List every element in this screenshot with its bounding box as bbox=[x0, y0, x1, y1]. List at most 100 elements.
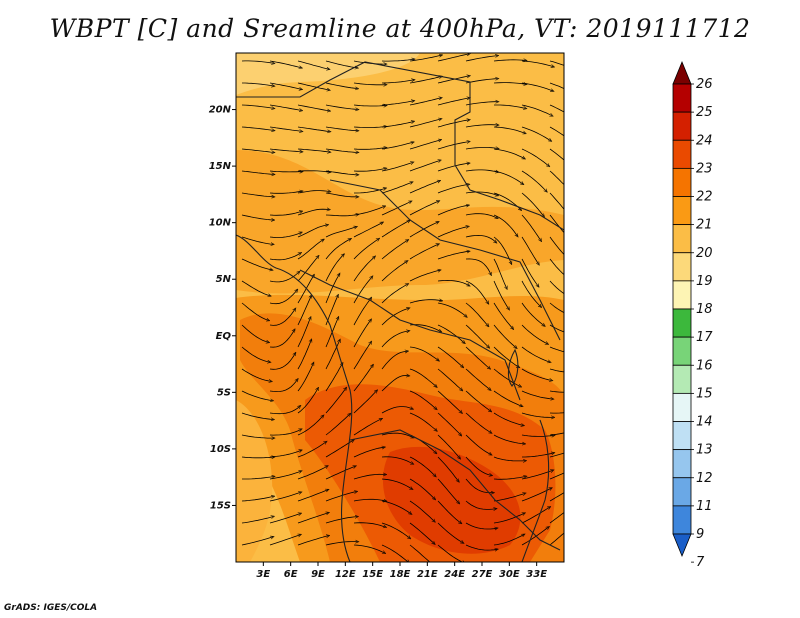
x-axis-ticks: 3E 6E 9E 12E 15E 18E 21E 24E 27E 30E 33E bbox=[256, 562, 547, 580]
streamline bbox=[241, 302, 269, 320]
streamline bbox=[549, 532, 564, 546]
streamline bbox=[521, 82, 553, 91]
y-tick-label: EQ bbox=[216, 331, 232, 342]
streamline bbox=[437, 434, 460, 458]
streamline bbox=[437, 456, 459, 481]
streamline bbox=[381, 308, 409, 326]
colorbar-label: 26 bbox=[696, 77, 713, 92]
streamline bbox=[493, 513, 524, 524]
colorbar-label: 15 bbox=[696, 386, 713, 401]
streamline bbox=[353, 391, 377, 414]
streamline bbox=[409, 390, 436, 409]
streamline bbox=[381, 201, 411, 216]
streamline bbox=[409, 368, 436, 387]
streamline bbox=[381, 406, 412, 414]
y-axis-ticks: 20N 15N 10N 5N EQ 5S 10S 15S bbox=[209, 105, 236, 511]
streamline bbox=[521, 346, 550, 362]
streamline bbox=[381, 182, 412, 194]
streamline bbox=[241, 192, 274, 197]
streamline bbox=[465, 234, 496, 242]
streamline bbox=[353, 82, 386, 85]
streamlines bbox=[241, 54, 564, 562]
colorbar-label: 20 bbox=[696, 246, 713, 261]
streamline bbox=[269, 309, 295, 326]
x-tick-label: 6E bbox=[284, 569, 298, 580]
streamline bbox=[437, 142, 469, 150]
streamline bbox=[521, 280, 541, 307]
border-congo bbox=[299, 269, 521, 401]
streamline bbox=[269, 148, 302, 152]
colorbar-label: 24 bbox=[696, 133, 713, 148]
streamline bbox=[437, 500, 461, 523]
colorbar-label: 18 bbox=[696, 302, 713, 317]
streamline bbox=[465, 102, 498, 106]
streamline bbox=[549, 346, 564, 353]
streamline bbox=[493, 390, 522, 406]
streamline bbox=[381, 221, 409, 238]
streamline bbox=[465, 434, 491, 455]
streamline bbox=[521, 470, 553, 480]
streamline bbox=[437, 324, 464, 343]
streamline bbox=[465, 148, 498, 150]
streamline bbox=[325, 126, 358, 131]
streamline bbox=[521, 236, 539, 264]
colorbar-segment bbox=[672, 392, 692, 422]
streamline bbox=[409, 98, 441, 106]
colorbar-segment bbox=[672, 449, 692, 479]
streamline bbox=[297, 225, 328, 238]
streamline bbox=[353, 168, 386, 172]
streamline bbox=[493, 126, 525, 133]
streamline bbox=[437, 368, 462, 390]
streamline bbox=[241, 170, 274, 174]
streamline bbox=[269, 253, 301, 261]
streamline bbox=[269, 406, 300, 415]
streamline bbox=[521, 148, 549, 166]
streamline bbox=[409, 346, 439, 361]
streamline bbox=[493, 83, 526, 85]
streamline bbox=[353, 365, 373, 392]
streamline bbox=[269, 535, 300, 546]
streamline bbox=[241, 236, 273, 244]
streamline bbox=[465, 390, 491, 411]
streamline bbox=[325, 170, 358, 175]
streamline bbox=[549, 452, 564, 458]
colorbar-label: 14 bbox=[696, 415, 713, 430]
streamline bbox=[325, 82, 358, 89]
streamline bbox=[437, 251, 469, 260]
streamline bbox=[381, 122, 414, 128]
streamline bbox=[409, 412, 437, 431]
streamline bbox=[325, 274, 339, 304]
streamline bbox=[325, 104, 358, 110]
streamline bbox=[381, 240, 408, 260]
streamline bbox=[493, 535, 524, 546]
streamline bbox=[242, 82, 274, 86]
x-tick-label: 30E bbox=[499, 569, 520, 580]
streamline bbox=[353, 499, 386, 501]
coastline-east bbox=[521, 419, 550, 562]
streamline bbox=[325, 255, 344, 282]
streamline bbox=[297, 82, 329, 90]
streamline bbox=[465, 125, 498, 128]
y-tick-label: 5S bbox=[217, 387, 231, 398]
streamline bbox=[269, 450, 301, 458]
streamline bbox=[269, 429, 301, 436]
x-tick-label: 12E bbox=[335, 569, 356, 580]
streamline bbox=[241, 148, 274, 152]
streamline bbox=[353, 474, 386, 480]
streamline bbox=[493, 493, 525, 502]
streamline bbox=[521, 368, 552, 381]
streamline bbox=[409, 77, 441, 84]
colorbar-segment bbox=[672, 421, 692, 451]
streamline bbox=[521, 302, 544, 326]
x-tick-label: 15E bbox=[362, 569, 383, 580]
colorbar-label: 9 bbox=[696, 527, 704, 542]
streamline bbox=[241, 457, 274, 458]
streamline bbox=[521, 435, 554, 436]
streamline bbox=[325, 192, 358, 197]
streamline bbox=[465, 500, 496, 509]
colorbar-label: 13 bbox=[696, 443, 713, 458]
streamline bbox=[409, 300, 442, 304]
streamline bbox=[549, 82, 564, 89]
y-tick-label: 15S bbox=[210, 500, 231, 511]
streamline bbox=[437, 184, 469, 194]
